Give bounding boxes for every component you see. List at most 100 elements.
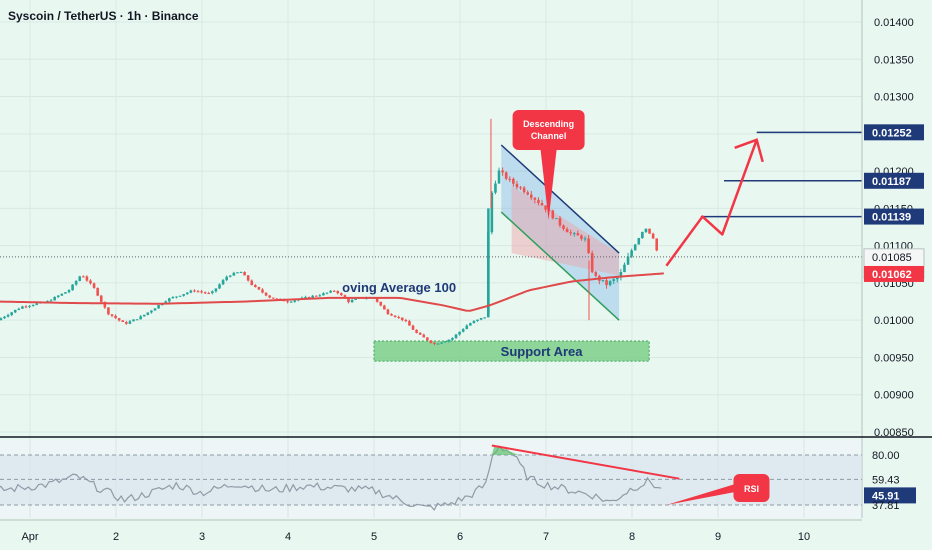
candle-body (580, 235, 583, 239)
candle (400, 317, 404, 322)
candle (139, 315, 142, 320)
candle-body (135, 319, 139, 321)
rsi-axis-tick: 37.81 (872, 500, 900, 512)
candle (472, 320, 476, 324)
candle (565, 227, 569, 233)
candle-body (608, 280, 612, 286)
candle-body (630, 250, 633, 257)
candle (476, 319, 479, 322)
candle-body (185, 292, 189, 295)
candle-body (651, 233, 655, 239)
candle (630, 248, 633, 258)
candle-body (314, 295, 318, 297)
candle (447, 339, 451, 343)
candle (386, 308, 390, 315)
candle-body (99, 295, 103, 302)
callout-box (512, 110, 585, 150)
candle (250, 279, 254, 286)
candle (254, 284, 257, 288)
candle (193, 289, 196, 293)
candle (440, 342, 443, 345)
projection-path (665, 139, 758, 267)
candle-body (110, 314, 114, 316)
candle-body (472, 321, 476, 324)
candle (422, 333, 426, 338)
candle-body (644, 228, 648, 233)
candle-body (146, 312, 150, 315)
candle (318, 293, 322, 297)
candle (490, 191, 494, 235)
candle (117, 317, 121, 322)
price-label-box (864, 172, 924, 189)
candle (612, 277, 616, 285)
candle-body (261, 289, 264, 293)
price-label-text: 0.01139 (872, 212, 911, 224)
grid-lines (0, 0, 862, 518)
candle-body (64, 292, 67, 294)
candle (10, 311, 13, 317)
candle (17, 307, 21, 311)
candle (243, 271, 246, 276)
candle (479, 317, 483, 321)
candle (85, 275, 89, 282)
time-axis-tick: 10 (798, 531, 810, 543)
candle-body (139, 316, 142, 320)
candle-body (13, 309, 17, 313)
candle-body (142, 314, 146, 317)
candle-body (200, 291, 203, 293)
candle (64, 292, 67, 294)
candle (146, 312, 150, 316)
descending-channel-callout: Descending Channel (512, 110, 585, 220)
moving-average-label: oving Average 100 (342, 280, 456, 295)
rsi-current-value: 45.91 (872, 490, 900, 502)
candle (268, 294, 271, 299)
candle-body (96, 287, 99, 296)
candle (0, 317, 3, 321)
candle-body (203, 292, 207, 294)
candle (426, 337, 429, 341)
candle-body (615, 277, 619, 280)
rsi-axis-tick: 80.00 (872, 450, 900, 462)
candle-body (637, 238, 641, 245)
candle-body (544, 205, 547, 210)
candle (418, 332, 422, 335)
candle-body (21, 306, 24, 309)
candle-body (10, 312, 13, 315)
candle (128, 320, 132, 325)
candle-body (117, 318, 121, 321)
candle-body (228, 275, 232, 277)
price-label-text: 0.01187 (872, 176, 911, 188)
candle (221, 278, 225, 286)
candle-body (529, 194, 533, 198)
candle (608, 280, 612, 287)
candle-body (447, 339, 451, 342)
candle-body (153, 308, 157, 311)
candle (28, 305, 31, 309)
candle (562, 224, 565, 231)
candle (551, 209, 555, 220)
candle (236, 272, 239, 274)
candle-body (0, 318, 3, 321)
candle-body (49, 300, 53, 302)
candle-body (254, 285, 257, 288)
time-axis-tick: 6 (457, 531, 463, 543)
candle (264, 292, 268, 297)
candle-body (322, 293, 325, 296)
callout-text-line: Channel (531, 131, 567, 141)
price-axis-tick: 0.00950 (874, 352, 914, 364)
candle (332, 290, 336, 292)
candle-body (340, 293, 343, 296)
rsi-callout-box (733, 474, 770, 502)
candle-body (623, 264, 626, 273)
candle (74, 280, 78, 286)
candle-body (125, 321, 128, 324)
candle (82, 275, 85, 278)
candle (71, 284, 74, 291)
candle (13, 309, 17, 314)
candle-body (619, 272, 623, 278)
candle-body (17, 308, 21, 310)
candle (314, 295, 318, 297)
candle-body (454, 334, 458, 338)
